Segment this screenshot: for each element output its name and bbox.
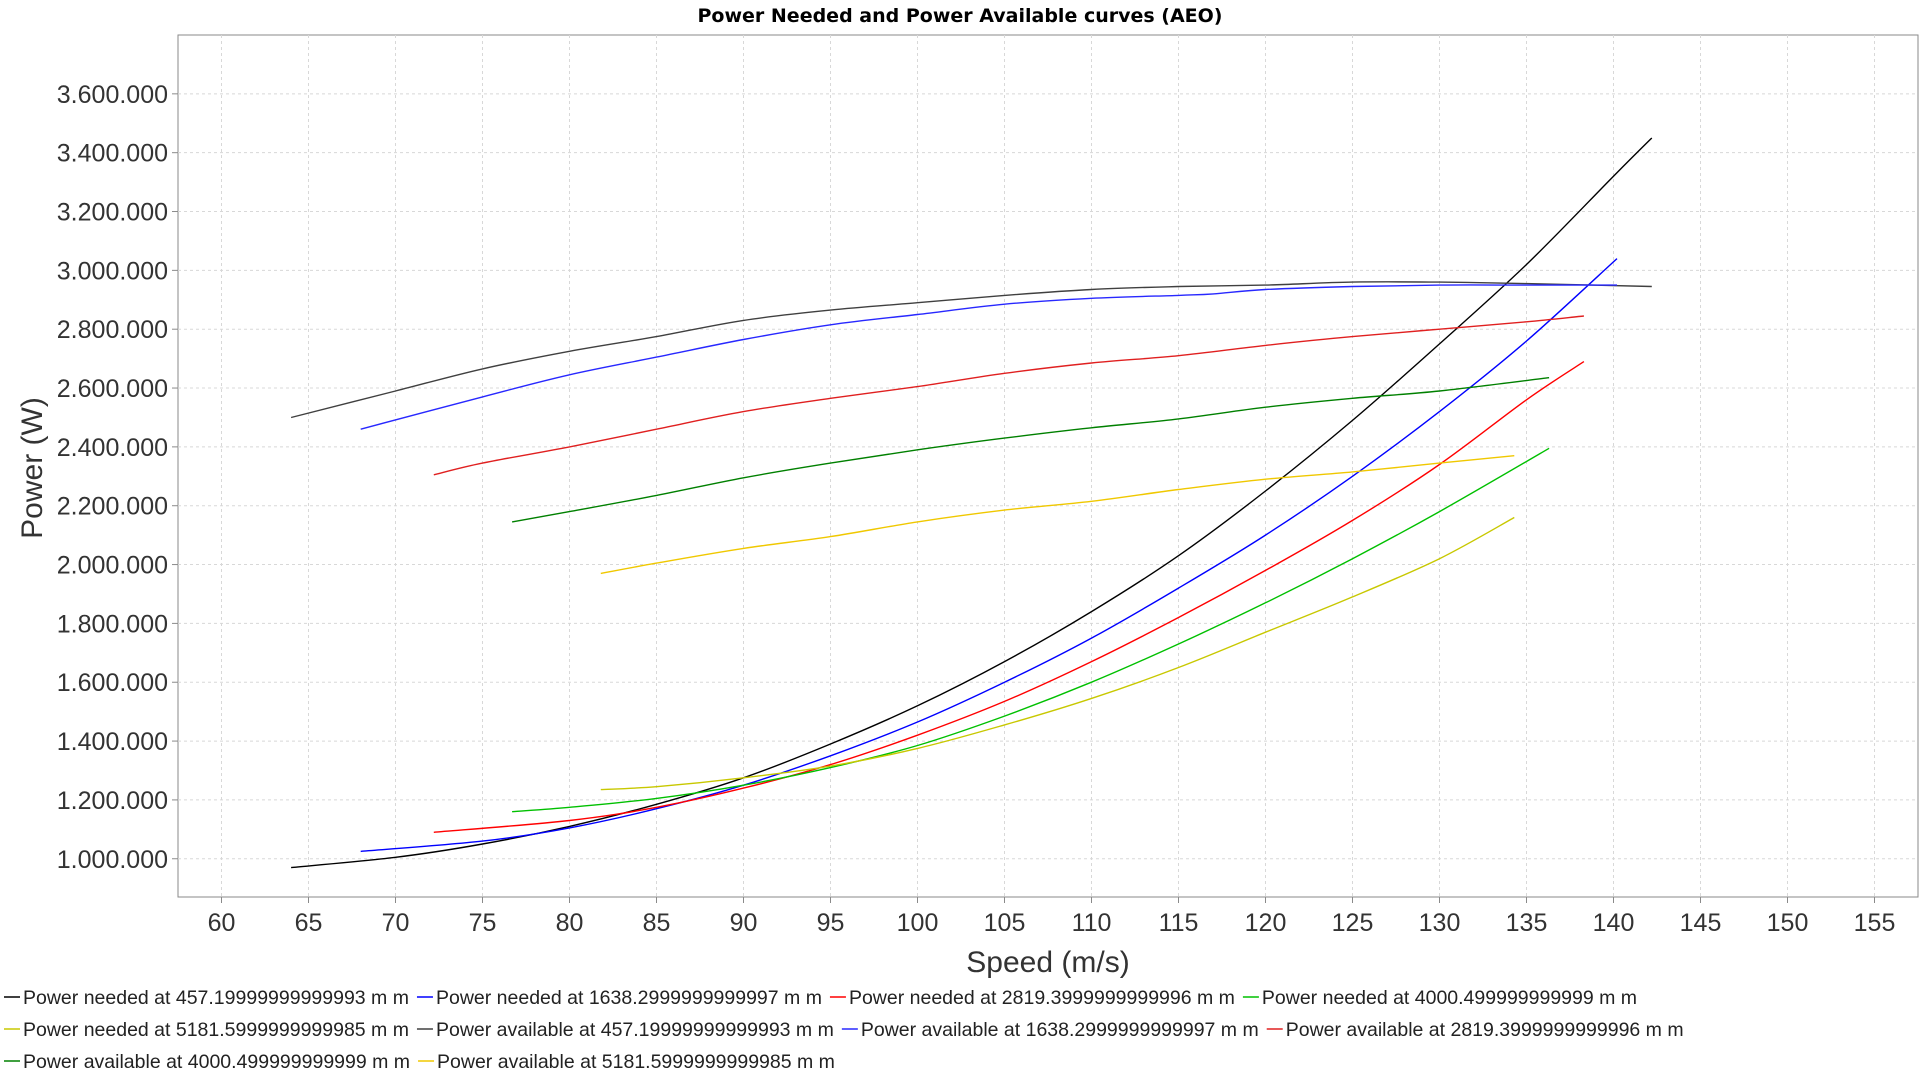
x-tick-label: 130 bbox=[1419, 909, 1461, 937]
x-tick-label: 125 bbox=[1332, 909, 1374, 937]
x-axis-label: Speed (m/s) bbox=[966, 946, 1129, 979]
x-tick-label: 150 bbox=[1767, 909, 1809, 937]
x-tick-label: 70 bbox=[382, 909, 410, 937]
y-tick-label: 3.000.000 bbox=[57, 257, 168, 285]
legend-label: Power available at 457.19999999999993 m … bbox=[436, 1019, 834, 1041]
series-line-3 bbox=[433, 361, 1585, 833]
plot-area bbox=[177, 34, 1919, 898]
x-tick-label: 80 bbox=[556, 909, 584, 937]
legend-item: Power available at 5181.5999999999985 m … bbox=[418, 1051, 835, 1073]
x-tick-label: 75 bbox=[469, 909, 497, 937]
series-line-9 bbox=[511, 377, 1550, 523]
x-tick-label: 85 bbox=[643, 909, 671, 937]
y-tick-label: 1.800.000 bbox=[57, 610, 168, 638]
y-tick-label: 3.400.000 bbox=[57, 140, 168, 168]
legend-item: Power available at 1638.2999999999997 m … bbox=[841, 1019, 1259, 1041]
legend-label: Power available at 1638.2999999999997 m … bbox=[861, 1019, 1259, 1041]
y-tick-label: 1.200.000 bbox=[57, 787, 168, 815]
legend-item: Power needed at 2819.3999999999996 m m bbox=[829, 987, 1235, 1009]
y-tick-label: 2.000.000 bbox=[57, 552, 168, 580]
x-tick-label: 65 bbox=[295, 909, 323, 937]
legend-item: Power needed at 457.19999999999993 m m bbox=[4, 987, 409, 1009]
legend-item: Power available at 2819.3999999999996 m … bbox=[1266, 1019, 1684, 1041]
x-tick-label: 95 bbox=[817, 909, 845, 937]
legend-label: Power needed at 4000.499999999999 m m bbox=[1262, 987, 1637, 1009]
x-tick-label: 90 bbox=[730, 909, 758, 937]
x-tick-label: 120 bbox=[1245, 909, 1287, 937]
legend-item: Power needed at 4000.499999999999 m m bbox=[1242, 987, 1637, 1009]
series-line-8 bbox=[433, 315, 1584, 476]
legend-label: Power available at 4000.499999999999 m m bbox=[23, 1051, 410, 1073]
legend-label: Power available at 5181.5999999999985 m … bbox=[437, 1051, 835, 1073]
x-tick-label: 135 bbox=[1506, 909, 1548, 937]
legend-label: Power available at 2819.3999999999996 m … bbox=[1286, 1019, 1684, 1041]
series-lines bbox=[290, 137, 1653, 869]
x-tick-label: 105 bbox=[984, 909, 1026, 937]
series-line-10 bbox=[600, 455, 1515, 575]
series-line-4 bbox=[512, 447, 1550, 813]
y-tick-label: 1.400.000 bbox=[57, 728, 168, 756]
y-tick-label: 3.200.000 bbox=[57, 199, 168, 227]
x-axis-ticks: 60 65 70 75 80 85 90 95 100 105 110 115 120 125 130 135… bbox=[208, 897, 1896, 937]
legend-item: Power available at 4000.499999999999 m m bbox=[4, 1051, 410, 1073]
series-line-7 bbox=[360, 284, 1617, 430]
legend-item: Power available at 457.19999999999993 m … bbox=[416, 1019, 834, 1041]
y-axis-label: Power (W) bbox=[16, 397, 49, 539]
series-line-5 bbox=[600, 516, 1515, 791]
x-tick-label: 110 bbox=[1072, 909, 1112, 937]
legend: Power needed at 457.19999999999993 m m Po… bbox=[4, 987, 1684, 1073]
y-tick-label: 2.600.000 bbox=[57, 375, 168, 403]
y-tick-label: 3.600.000 bbox=[57, 81, 168, 109]
legend-item: Power needed at 5181.5999999999985 m m bbox=[4, 1019, 409, 1041]
y-tick-label: 2.400.000 bbox=[57, 434, 168, 462]
legend-label: Power needed at 1638.2999999999997 m m bbox=[436, 987, 822, 1009]
series-line-2 bbox=[360, 258, 1618, 853]
legend-item: Power needed at 1638.2999999999997 m m bbox=[416, 987, 822, 1009]
legend-label: Power needed at 457.19999999999993 m m bbox=[23, 987, 409, 1009]
y-tick-label: 2.200.000 bbox=[57, 493, 168, 521]
y-tick-label: 2.800.000 bbox=[57, 316, 168, 344]
x-tick-label: 60 bbox=[208, 909, 236, 937]
x-tick-label: 145 bbox=[1680, 909, 1722, 937]
y-tick-label: 1.000.000 bbox=[57, 846, 168, 874]
chart-title: Power Needed and Power Available curves … bbox=[698, 5, 1223, 27]
legend-label: Power needed at 2819.3999999999996 m m bbox=[849, 987, 1235, 1009]
series-line-6 bbox=[290, 281, 1652, 419]
x-tick-label: 115 bbox=[1159, 909, 1199, 937]
x-tick-label: 100 bbox=[897, 909, 939, 937]
legend-label: Power needed at 5181.5999999999985 m m bbox=[23, 1019, 409, 1041]
x-tick-label: 140 bbox=[1593, 909, 1635, 937]
y-tick-label: 1.600.000 bbox=[57, 669, 168, 697]
x-tick-label: 155 bbox=[1854, 909, 1896, 937]
y-axis-ticks: 1.000.000 1.200.000 1.400.000 1.600.000 1.80… bbox=[57, 81, 178, 874]
